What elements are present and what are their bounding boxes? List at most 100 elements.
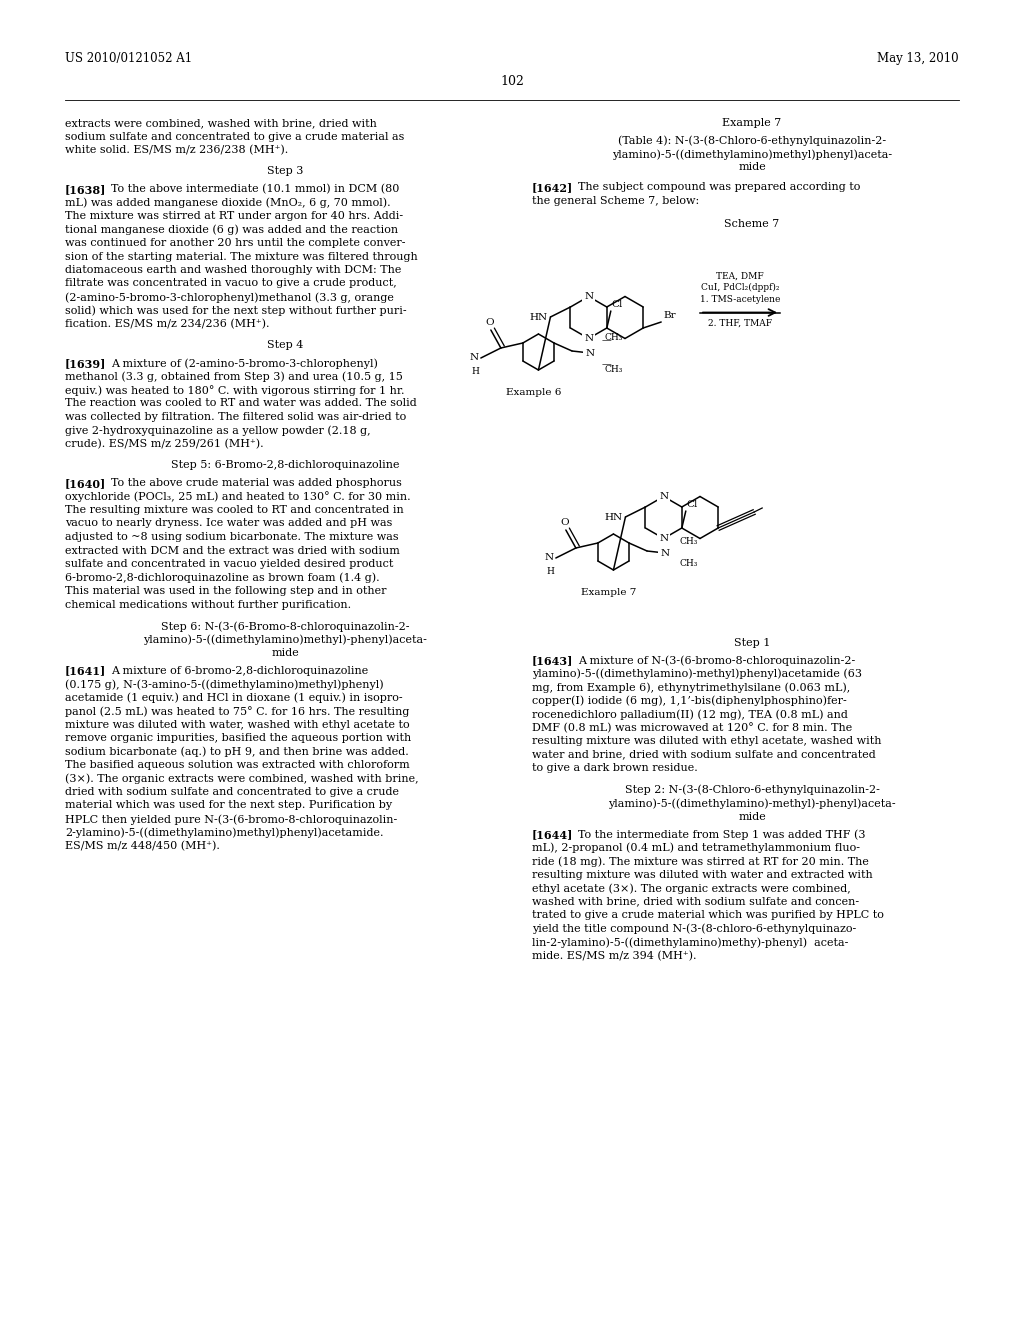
Text: resulting mixture was diluted with ethyl acetate, washed with: resulting mixture was diluted with ethyl…	[532, 737, 882, 746]
Text: O: O	[560, 517, 569, 527]
Text: Br: Br	[664, 312, 676, 319]
Text: Example 7: Example 7	[722, 117, 781, 128]
Text: mixture was diluted with water, washed with ethyl acetate to: mixture was diluted with water, washed w…	[65, 719, 410, 730]
Text: ride (18 mg). The mixture was stirred at RT for 20 min. The: ride (18 mg). The mixture was stirred at…	[532, 855, 869, 866]
Text: (0.175 g), N-(3-amino-5-((dimethylamino)methyl)phenyl): (0.175 g), N-(3-amino-5-((dimethylamino)…	[65, 678, 384, 689]
Text: extracted with DCM and the extract was dried with sodium: extracted with DCM and the extract was d…	[65, 545, 400, 556]
Text: chemical medications without further purification.: chemical medications without further pur…	[65, 599, 351, 610]
Text: [1638]: [1638]	[65, 183, 106, 195]
Text: N: N	[660, 549, 670, 557]
Text: trated to give a crude material which was purified by HPLC to: trated to give a crude material which wa…	[532, 909, 884, 920]
Text: H: H	[546, 568, 554, 576]
Text: Step 5: 6-Bromo-2,8-dichloroquinazoline: Step 5: 6-Bromo-2,8-dichloroquinazoline	[171, 461, 399, 470]
Text: Scheme 7: Scheme 7	[724, 219, 779, 228]
Text: The subject compound was prepared according to: The subject compound was prepared accord…	[578, 182, 860, 191]
Text: tional manganese dioxide (6 g) was added and the reaction: tional manganese dioxide (6 g) was added…	[65, 224, 398, 235]
Text: HPLC then yielded pure N-(3-(6-bromo-8-chloroquinazolin-: HPLC then yielded pure N-(3-(6-bromo-8-c…	[65, 814, 397, 825]
Text: 2-ylamino)-5-((dimethylamino)methyl)phenyl)acetamide.: 2-ylamino)-5-((dimethylamino)methyl)phen…	[65, 828, 384, 838]
Text: yield the title compound N-(3-(8-chloro-6-ethynylquinazo-: yield the title compound N-(3-(8-chloro-…	[532, 924, 856, 935]
Text: (3×). The organic extracts were combined, washed with brine,: (3×). The organic extracts were combined…	[65, 774, 419, 784]
Text: Step 6: N-(3-(6-Bromo-8-chloroquinazolin-2-: Step 6: N-(3-(6-Bromo-8-chloroquinazolin…	[161, 620, 410, 631]
Text: equiv.) was heated to 180° C. with vigorous stirring for 1 hr.: equiv.) was heated to 180° C. with vigor…	[65, 385, 404, 396]
Text: [1642]: [1642]	[532, 182, 573, 193]
Text: To the above intermediate (10.1 mmol) in DCM (80: To the above intermediate (10.1 mmol) in…	[111, 183, 399, 194]
Text: 6-bromo-2,8-dichloroquinazoline as brown foam (1.4 g).: 6-bromo-2,8-dichloroquinazoline as brown…	[65, 573, 380, 583]
Text: Step 4: Step 4	[267, 341, 303, 351]
Text: Example 6: Example 6	[506, 388, 561, 397]
Text: was collected by filtration. The filtered solid was air-dried to: was collected by filtration. The filtere…	[65, 412, 407, 422]
Text: Example 7: Example 7	[581, 587, 636, 597]
Text: May 13, 2010: May 13, 2010	[878, 51, 959, 65]
Text: N: N	[584, 334, 593, 343]
Text: white solid. ES/MS m/z 236/238 (MH⁺).: white solid. ES/MS m/z 236/238 (MH⁺).	[65, 145, 288, 156]
Text: to give a dark brown residue.: to give a dark brown residue.	[532, 763, 697, 774]
Text: The mixture was stirred at RT under argon for 40 hrs. Addi-: The mixture was stirred at RT under argo…	[65, 211, 403, 220]
Text: oxychloride (POCl₃, 25 mL) and heated to 130° C. for 30 min.: oxychloride (POCl₃, 25 mL) and heated to…	[65, 491, 411, 503]
Text: HN: HN	[604, 513, 623, 523]
Text: (2-amino-5-bromo-3-chlorophenyl)methanol (3.3 g, orange: (2-amino-5-bromo-3-chlorophenyl)methanol…	[65, 292, 394, 302]
Text: rocenedichloro palladium(II) (12 mg), TEA (0.8 mL) and: rocenedichloro palladium(II) (12 mg), TE…	[532, 709, 848, 719]
Text: panol (2.5 mL) was heated to 75° C. for 16 hrs. The resulting: panol (2.5 mL) was heated to 75° C. for …	[65, 706, 410, 717]
Text: mide: mide	[271, 648, 299, 657]
Text: adjusted to ~8 using sodium bicarbonate. The mixture was: adjusted to ~8 using sodium bicarbonate.…	[65, 532, 398, 543]
Text: ES/MS m/z 448/450 (MH⁺).: ES/MS m/z 448/450 (MH⁺).	[65, 841, 220, 851]
Text: crude). ES/MS m/z 259/261 (MH⁺).: crude). ES/MS m/z 259/261 (MH⁺).	[65, 440, 263, 449]
Text: ylamino)-5-((dimethylamino)methyl)phenyl)aceta-: ylamino)-5-((dimethylamino)methyl)phenyl…	[612, 149, 892, 160]
Text: A mixture of N-(3-(6-bromo-8-chloroquinazolin-2-: A mixture of N-(3-(6-bromo-8-chloroquina…	[578, 655, 855, 665]
Text: fication. ES/MS m/z 234/236 (MH⁺).: fication. ES/MS m/z 234/236 (MH⁺).	[65, 319, 269, 329]
Text: H: H	[471, 367, 479, 376]
Text: mide: mide	[738, 812, 766, 821]
Text: diatomaceous earth and washed thoroughly with DCM: The: diatomaceous earth and washed thoroughly…	[65, 265, 401, 275]
Text: lin-2-ylamino)-5-((dimethylamino)methy)-phenyl)  aceta-: lin-2-ylamino)-5-((dimethylamino)methy)-…	[532, 937, 848, 948]
Text: Cl: Cl	[611, 300, 624, 309]
Text: N: N	[659, 492, 669, 502]
Text: —: —	[602, 360, 611, 370]
Text: sulfate and concentrated in vacuo yielded desired product: sulfate and concentrated in vacuo yielde…	[65, 558, 393, 569]
Text: N: N	[659, 535, 669, 543]
Text: the general Scheme 7, below:: the general Scheme 7, below:	[532, 195, 699, 206]
Text: CuI, PdCl₂(dppf)₂: CuI, PdCl₂(dppf)₂	[700, 284, 779, 293]
Text: mide. ES/MS m/z 394 (MH⁺).: mide. ES/MS m/z 394 (MH⁺).	[532, 950, 696, 961]
Text: 2. THF, TMAF: 2. THF, TMAF	[708, 318, 772, 327]
Text: This material was used in the following step and in other: This material was used in the following …	[65, 586, 386, 597]
Text: N: N	[545, 553, 554, 561]
Text: TEA, DMF: TEA, DMF	[716, 272, 764, 281]
Text: (Table 4): N-(3-(8-Chloro-6-ethynylquinazolin-2-: (Table 4): N-(3-(8-Chloro-6-ethynylquina…	[617, 136, 886, 147]
Text: N: N	[584, 292, 593, 301]
Text: vacuo to nearly dryness. Ice water was added and pH was: vacuo to nearly dryness. Ice water was a…	[65, 519, 392, 528]
Text: resulting mixture was diluted with water and extracted with: resulting mixture was diluted with water…	[532, 870, 872, 879]
Text: CH₃: CH₃	[679, 536, 697, 545]
Text: 102: 102	[500, 75, 524, 88]
Text: material which was used for the next step. Purification by: material which was used for the next ste…	[65, 800, 392, 810]
Text: [1639]: [1639]	[65, 358, 106, 370]
Text: acetamide (1 equiv.) and HCl in dioxane (1 equiv.) in isopro-: acetamide (1 equiv.) and HCl in dioxane …	[65, 693, 402, 704]
Text: [1644]: [1644]	[532, 829, 573, 840]
Text: mide: mide	[738, 162, 766, 173]
Text: Step 2: N-(3-(8-Chloro-6-ethynylquinazolin-2-: Step 2: N-(3-(8-Chloro-6-ethynylquinazol…	[625, 784, 880, 795]
Text: give 2-hydroxyquinazoline as a yellow powder (2.18 g,: give 2-hydroxyquinazoline as a yellow po…	[65, 425, 371, 436]
Text: water and brine, dried with sodium sulfate and concentrated: water and brine, dried with sodium sulfa…	[532, 750, 876, 759]
Text: washed with brine, dried with sodium sulfate and concen-: washed with brine, dried with sodium sul…	[532, 896, 859, 907]
Text: sion of the starting material. The mixture was filtered through: sion of the starting material. The mixtu…	[65, 252, 418, 261]
Text: [1643]: [1643]	[532, 655, 573, 667]
Text: methanol (3.3 g, obtained from Step 3) and urea (10.5 g, 15: methanol (3.3 g, obtained from Step 3) a…	[65, 371, 402, 381]
Text: N: N	[470, 352, 479, 362]
Text: O: O	[485, 318, 495, 327]
Text: N: N	[586, 348, 595, 358]
Text: mL) was added manganese dioxide (MnO₂, 6 g, 70 mmol).: mL) was added manganese dioxide (MnO₂, 6…	[65, 198, 390, 209]
Text: A mixture of (2-amino-5-bromo-3-chlorophenyl): A mixture of (2-amino-5-bromo-3-chloroph…	[111, 358, 378, 368]
Text: To the above crude material was added phosphorus: To the above crude material was added ph…	[111, 478, 401, 488]
Text: The reaction was cooled to RT and water was added. The solid: The reaction was cooled to RT and water …	[65, 399, 417, 408]
Text: [1640]: [1640]	[65, 478, 106, 488]
Text: CH₃: CH₃	[604, 334, 623, 342]
Text: sodium sulfate and concentrated to give a crude material as: sodium sulfate and concentrated to give …	[65, 132, 404, 141]
Text: HN: HN	[529, 314, 548, 322]
Text: CH₃: CH₃	[604, 366, 623, 375]
Text: mg, from Example 6), ethynytrimethylsilane (0.063 mL),: mg, from Example 6), ethynytrimethylsila…	[532, 682, 850, 693]
Text: Step 1: Step 1	[734, 638, 770, 648]
Text: ethyl acetate (3×). The organic extracts were combined,: ethyl acetate (3×). The organic extracts…	[532, 883, 851, 894]
Text: copper(I) iodide (6 mg), 1,1’-bis(diphenylphosphino)fer-: copper(I) iodide (6 mg), 1,1’-bis(diphen…	[532, 696, 847, 706]
Text: To the intermediate from Step 1 was added THF (3: To the intermediate from Step 1 was adde…	[578, 829, 865, 840]
Text: filtrate was concentrated in vacuo to give a crude product,: filtrate was concentrated in vacuo to gi…	[65, 279, 396, 289]
Text: A mixture of 6-bromo-2,8-dichloroquinazoline: A mixture of 6-bromo-2,8-dichloroquinazo…	[111, 665, 369, 676]
